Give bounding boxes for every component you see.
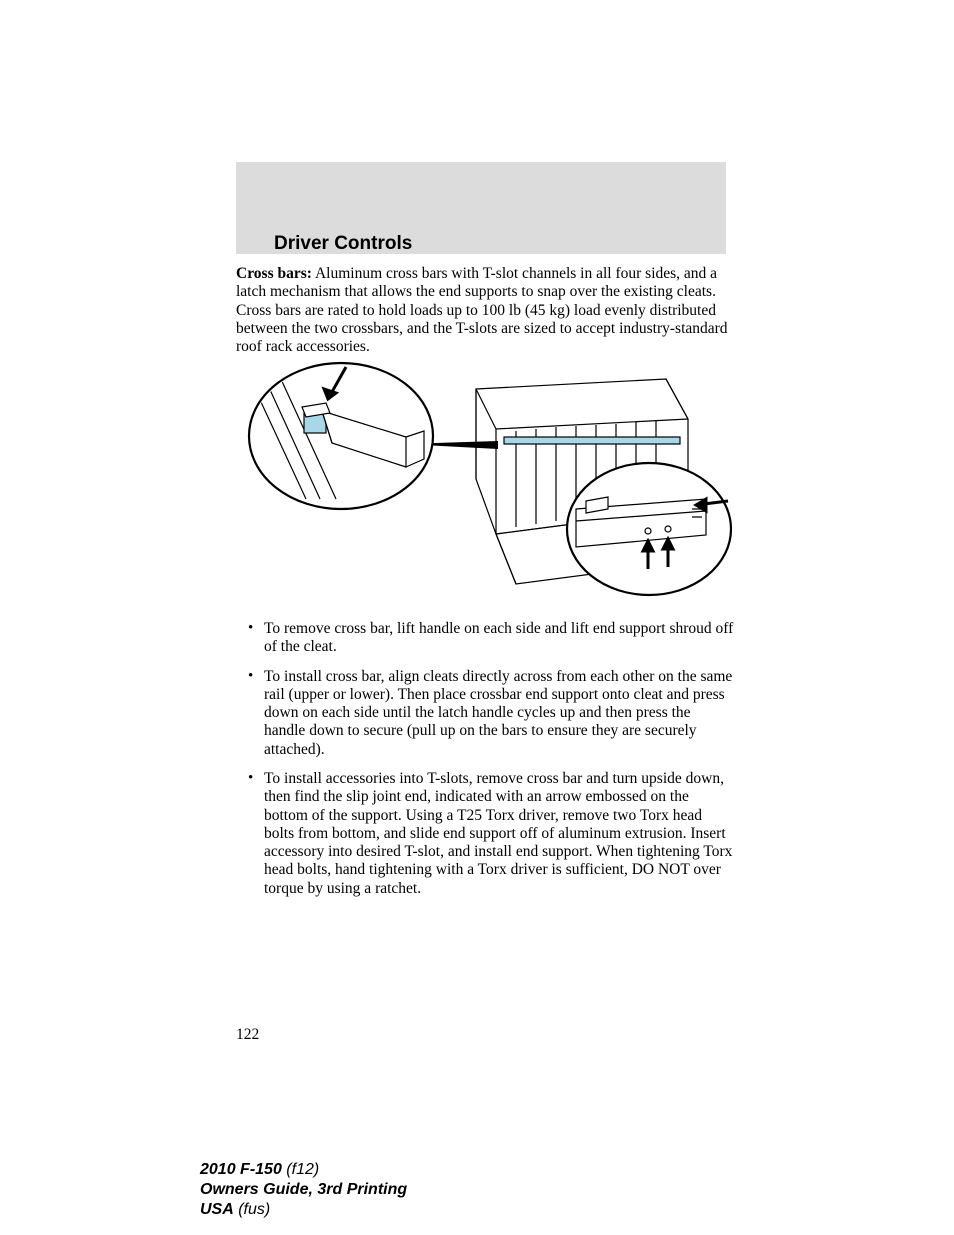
- instruction-list: To remove cross bar, lift handle on each…: [236, 620, 734, 909]
- crossbar-illustration: [236, 359, 734, 604]
- section-title: Driver Controls: [274, 233, 412, 255]
- lead-paragraph: Cross bars: Aluminum cross bars with T-s…: [236, 265, 732, 356]
- list-item: To remove cross bar, lift handle on each…: [236, 620, 734, 657]
- footer-line-2: Owners Guide, 3rd Printing: [200, 1180, 407, 1200]
- list-item: To install cross bar, align cleats direc…: [236, 668, 734, 759]
- footer-code-1: (f12): [282, 1161, 319, 1178]
- vehicle-model: 2010 F-150: [200, 1161, 282, 1178]
- footer-line-3: USA (fus): [200, 1200, 407, 1220]
- footer-code-3: (fus): [234, 1201, 270, 1218]
- list-item: To install accessories into T-slots, rem…: [236, 770, 734, 898]
- footer-line-1: 2010 F-150 (f12): [200, 1160, 407, 1180]
- page-number: 122: [236, 1026, 259, 1044]
- lead-label: Cross bars:: [236, 265, 312, 282]
- document-page: Driver Controls Cross bars: Aluminum cro…: [0, 0, 954, 1235]
- footer-block: 2010 F-150 (f12) Owners Guide, 3rd Print…: [200, 1160, 407, 1220]
- footer-region: USA: [200, 1201, 234, 1218]
